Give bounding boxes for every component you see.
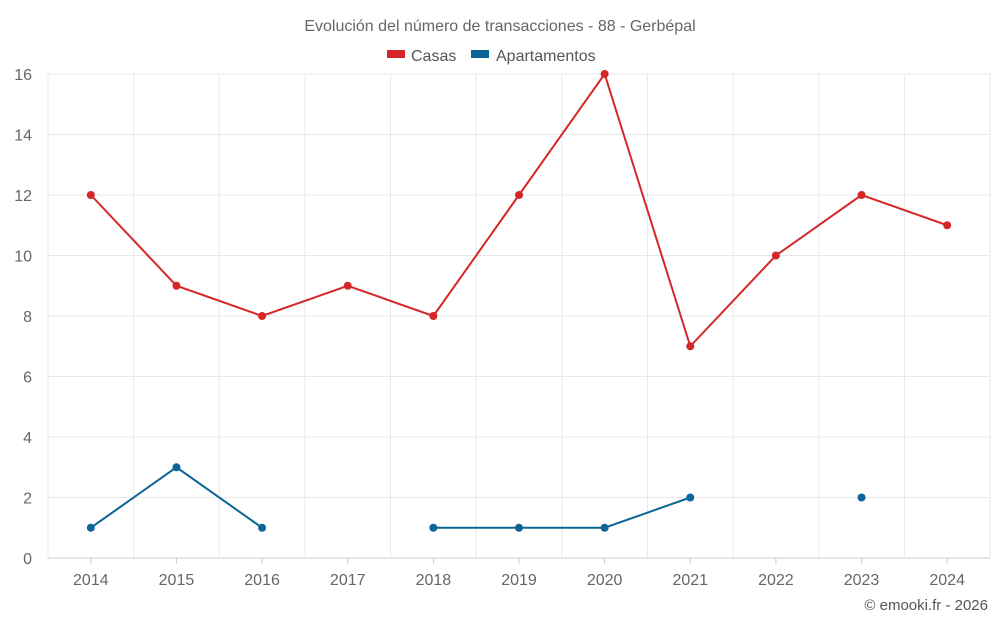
legend-label-apartamentos[interactable]: Apartamentos <box>496 48 596 65</box>
credit-text: © emooki.fr - 2026 <box>864 597 988 614</box>
series-layer <box>86 70 952 532</box>
data-point-casas[interactable] <box>600 70 609 78</box>
x-tick-label: 2017 <box>330 572 366 589</box>
legend: Casas Apartamentos <box>387 48 596 65</box>
y-tick-label: 16 <box>14 67 32 84</box>
y-tick-label: 2 <box>23 491 32 508</box>
x-tick-label: 2018 <box>416 572 452 589</box>
legend-label-casas[interactable]: Casas <box>411 48 456 65</box>
x-tick-label: 2015 <box>159 572 195 589</box>
series-line-apartamentos <box>433 496 691 529</box>
data-point-casas[interactable] <box>515 191 523 199</box>
data-point-casas[interactable] <box>172 281 181 290</box>
y-tick-label: 6 <box>23 370 32 387</box>
data-point-casas[interactable] <box>857 191 866 199</box>
x-tick-label: 2022 <box>758 572 794 589</box>
x-tick-label: 2023 <box>844 572 880 589</box>
y-tick-label: 8 <box>23 309 32 326</box>
data-point-apartamentos[interactable] <box>258 523 267 532</box>
x-tick-label: 2019 <box>501 572 537 589</box>
data-point-apartamentos[interactable] <box>515 523 523 532</box>
data-point-casas[interactable] <box>258 312 267 320</box>
x-tick-label: 2014 <box>73 572 109 589</box>
x-tick-label: 2016 <box>244 572 280 589</box>
gridlines <box>47 73 991 559</box>
x-axis-ticks: 2014 2015 2016 2017 2018 2019 2020 2021 2022 2023… <box>48 557 990 589</box>
y-tick-label: 0 <box>23 551 32 568</box>
chart-title: Evolución del número de transacciones - … <box>304 18 695 35</box>
x-tick-label: 2021 <box>672 572 708 589</box>
x-tick-label: 2024 <box>929 572 965 589</box>
data-point-apartamentos[interactable] <box>429 523 438 532</box>
legend-swatch-apartamentos <box>471 50 489 58</box>
data-point-casas[interactable] <box>771 251 780 260</box>
y-tick-label: 12 <box>14 188 32 205</box>
data-point-casas[interactable] <box>86 191 95 199</box>
y-tick-label: 4 <box>23 430 32 447</box>
data-point-casas[interactable] <box>686 342 695 351</box>
data-point-apartamentos[interactable] <box>686 493 695 502</box>
x-tick-label: 2020 <box>587 572 623 589</box>
data-point-casas[interactable] <box>943 221 952 230</box>
data-point-apartamentos[interactable] <box>172 463 181 472</box>
legend-swatch-casas <box>387 50 405 58</box>
data-point-casas[interactable] <box>429 312 438 320</box>
data-point-casas[interactable] <box>343 281 352 290</box>
data-point-apartamentos[interactable] <box>600 523 609 532</box>
data-point-apartamentos[interactable] <box>857 493 866 502</box>
y-tick-label: 14 <box>14 128 32 145</box>
y-axis-ticks: 0 2 4 6 8 10 12 14 16 <box>14 67 32 568</box>
y-tick-label: 10 <box>14 249 32 266</box>
data-point-apartamentos[interactable] <box>86 523 95 532</box>
